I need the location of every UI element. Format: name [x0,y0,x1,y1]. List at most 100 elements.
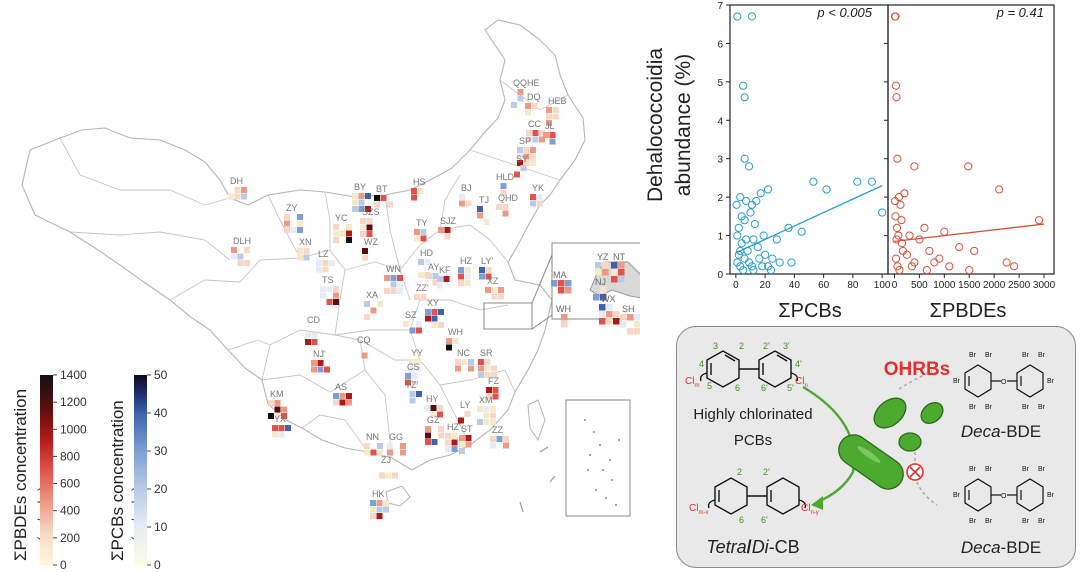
city-label: KM [270,389,284,399]
svg-text:Br: Br [953,378,961,385]
city-label: KF [439,265,451,275]
concentration-cell [595,262,602,269]
svg-text:O: O [1001,379,1007,386]
city-label: NN [366,432,379,442]
concentration-cell [364,449,370,456]
scatter-point [995,185,1004,194]
site-cluster [425,426,444,445]
site-cluster [530,194,543,207]
concentration-cell [284,220,290,227]
scatter-point [822,185,831,194]
taiwan-island [527,399,546,442]
concentration-cell [322,260,329,266]
scatter-point [797,227,806,236]
x-tick-label: 0 [733,280,739,291]
scatter-point [734,223,743,232]
scatter-point [915,235,924,244]
concentration-cell [237,253,244,260]
concentration-cell [437,282,443,289]
svg-text:3': 3' [783,341,790,351]
scatter-point [970,246,979,256]
y-tick-label: 6 [717,39,723,50]
concentration-cell [430,411,437,418]
concentration-cell [333,292,339,299]
site-cluster [370,500,389,519]
pcb-p-value: p < 0.005 [816,5,872,20]
city-label: QHD [498,193,519,203]
city-label: NC [457,348,470,358]
x-tick-label: 60 [818,280,830,291]
city-label: DH [230,176,243,186]
site-cluster [333,393,352,406]
deca-bde-top-molecule [964,364,1044,398]
concentration-cell [411,194,417,201]
concentration-cell [520,165,527,171]
concentration-cell [390,288,397,294]
y-tick-label: 1 [717,232,723,243]
plot-frame [729,4,889,275]
city-label: ZY [286,203,298,213]
concentration-cell [416,327,422,334]
svg-text:Br: Br [969,352,977,359]
city-label: DQ [527,92,541,102]
y-axis-label-line2: abundance (%) [672,54,695,196]
concentration-cell [362,254,368,261]
site-cluster [409,391,422,404]
scatter-point [853,177,862,186]
concentration-cell [438,227,444,233]
pbde-x-axis-label: ΣPBDEs [930,300,1007,322]
concentration-cell [483,406,490,412]
site-cluster [320,286,339,305]
concentration-cell [458,280,464,286]
concentration-cell [552,107,559,113]
svg-text:Br: Br [1022,518,1030,525]
city-label: TY [416,218,428,228]
concentration-cell [525,103,531,109]
concentration-cell [606,311,613,318]
concentration-cell [326,286,333,292]
concentration-cell [517,89,524,95]
concentration-cell [551,280,558,287]
colorbar-tick-label: 1400 [60,368,87,382]
concentration-cell [417,188,424,194]
site-cluster [424,405,443,418]
svg-text:Br: Br [969,404,977,411]
concentration-cell [561,321,568,328]
svg-text:Br: Br [1047,378,1055,385]
concentration-cell [390,281,397,288]
concentration-cell [530,200,536,207]
scatter-point [964,162,973,171]
concentration-cell [333,299,339,305]
scatter-point [747,200,757,209]
concentration-cell [281,413,287,419]
scatter-point [768,254,777,263]
scatter-point [759,231,768,240]
city-label: YX [274,414,286,424]
city-label: SR [480,348,493,358]
site-cluster [611,262,625,283]
concentration-cell [602,269,609,276]
concentration-cell [611,276,618,283]
concentration-cell [558,280,565,287]
concentration-cell [234,193,241,200]
concentration-cell [358,206,365,212]
scatter-point [965,266,974,275]
concentration-cell [278,431,285,438]
city-label: YK [532,183,544,193]
site-cluster [526,130,545,143]
concentration-cell [443,276,450,282]
site-cluster [446,338,459,351]
ohrbs-label: OHRBs [884,359,951,380]
concentration-cell [377,449,383,456]
concentration-cell [377,301,383,307]
concentration-cell [478,372,484,378]
concentration-cell [303,254,310,261]
concentration-cell [599,304,606,311]
city-label: XZ [487,276,499,286]
svg-text:Br: Br [985,518,993,525]
svg-text:Br: Br [985,352,993,359]
concentration-cell [409,327,416,334]
city-label: BJ [461,183,472,193]
scatter-point [905,231,914,240]
concentration-cell [416,391,422,397]
